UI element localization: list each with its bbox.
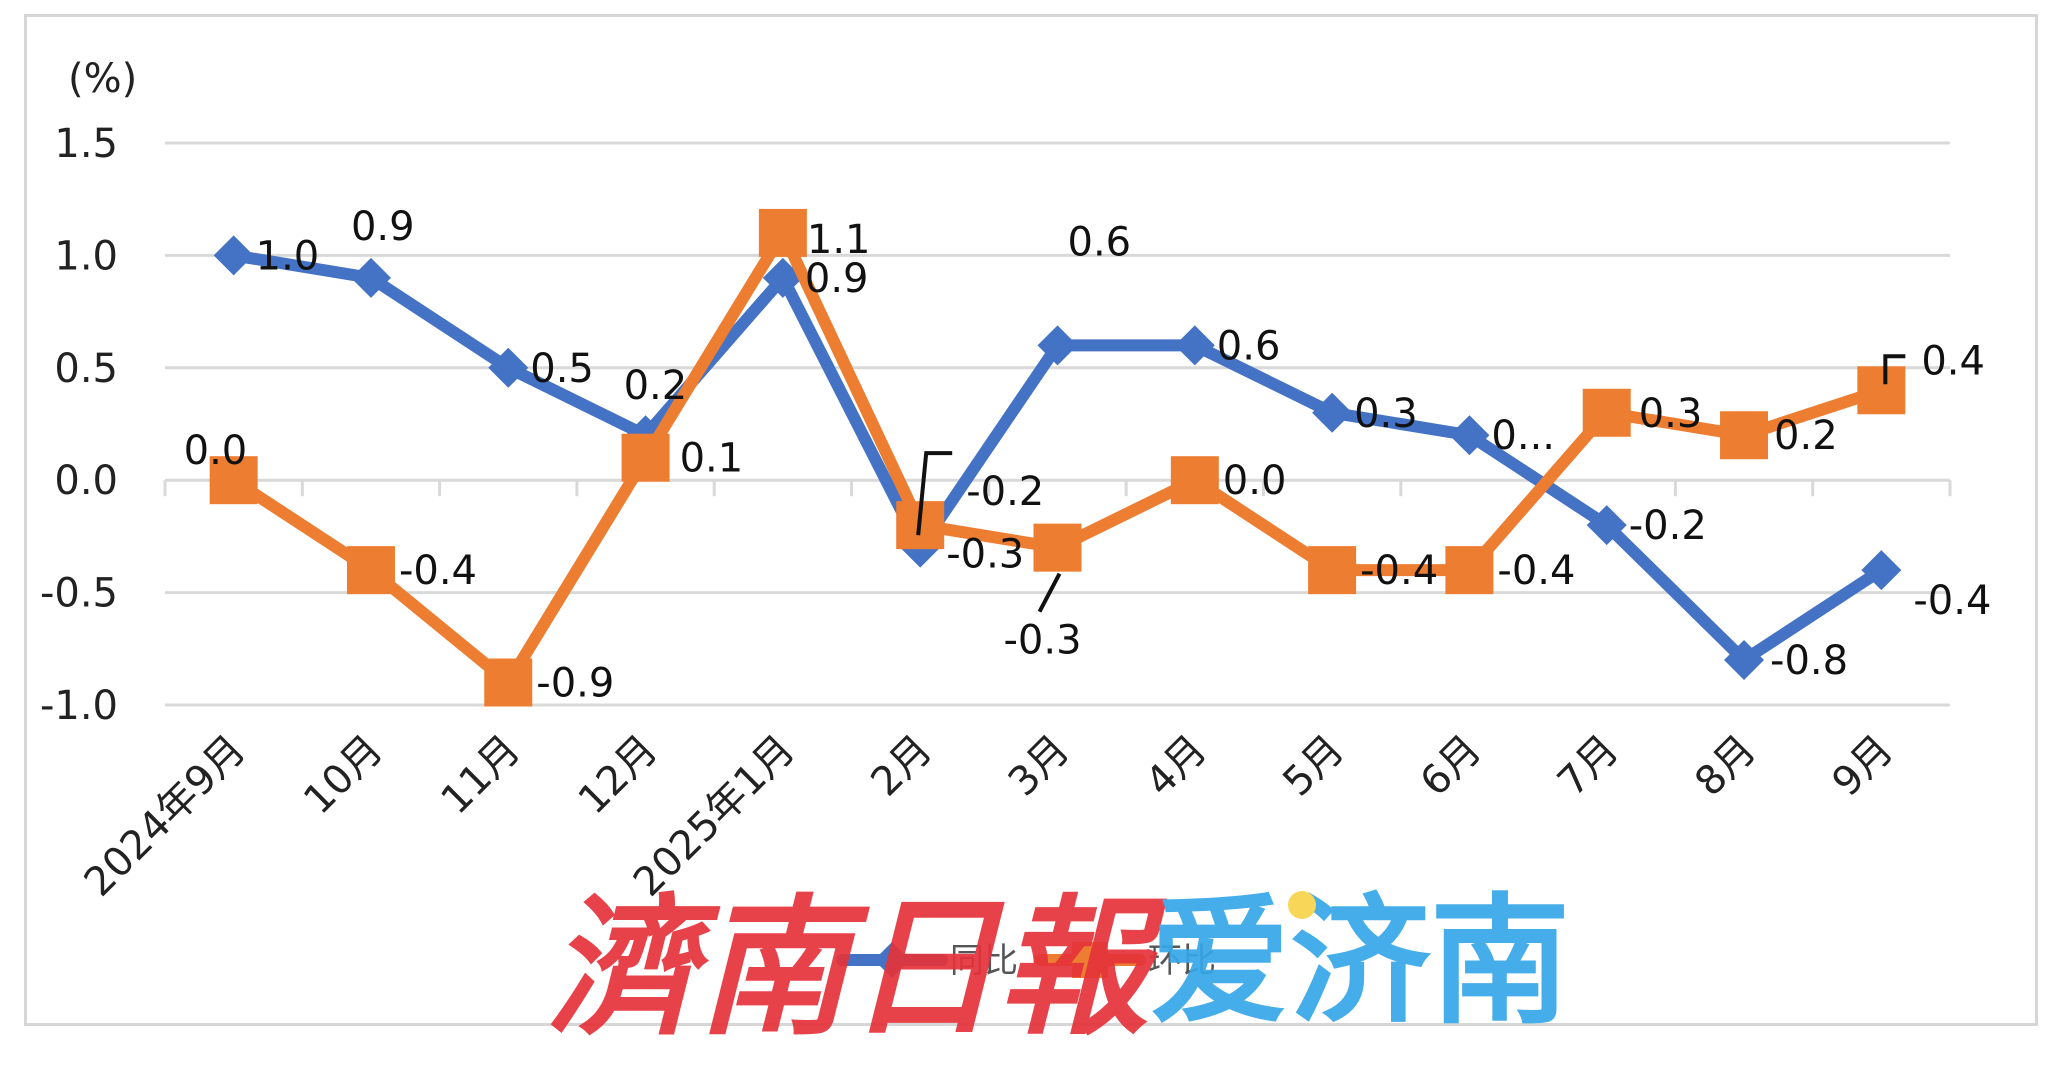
chart-frame: [24, 14, 2038, 1026]
y-tick-label: -0.5: [40, 571, 118, 617]
legend: 同比 环比: [836, 941, 1216, 981]
data-label: 0.2: [1774, 413, 1838, 459]
leader-line: [1883, 354, 1906, 385]
data-label: 0.0: [1223, 458, 1287, 504]
data-label: 0.0: [184, 428, 248, 474]
watermark-logo: 濟南日報 爱济南: [548, 880, 1570, 1056]
data-label: 0.9: [805, 256, 869, 302]
marker-diamond: [488, 347, 529, 388]
x-tick-label: 11月: [433, 727, 530, 824]
y-tick-label: 0.0: [54, 458, 118, 504]
marker-square: [1445, 546, 1494, 595]
data-label: 0.6: [1068, 219, 1132, 265]
marker-diamond: [1724, 640, 1765, 681]
series-lines: [209, 208, 1906, 707]
leader-lines: [916, 354, 1906, 613]
data-label: 0.3: [1354, 391, 1418, 437]
watermark-heart-dot: [1288, 891, 1316, 919]
x-tick-label: 9月: [1824, 727, 1903, 806]
marker-square: [1582, 388, 1631, 437]
data-label: -0.4: [1913, 578, 1991, 624]
marker-diamond: [1174, 325, 1215, 366]
marker-square: [1170, 456, 1219, 505]
data-label: -0.4: [1497, 548, 1575, 594]
watermark-ai-jinan: 爱济南: [1150, 881, 1570, 1044]
marker-square: [346, 546, 395, 595]
marker-diamond: [1037, 325, 1078, 366]
leader-line: [1037, 572, 1062, 613]
x-tick-label: 6月: [1412, 727, 1491, 806]
x-tick-label: 2月: [862, 727, 941, 806]
y-axis-label: (%): [68, 56, 137, 102]
marker-square: [1720, 411, 1769, 460]
x-tick-label: 3月: [1000, 727, 1079, 806]
marker-square: [621, 433, 670, 482]
marker-diamond: [213, 235, 254, 276]
legend-label-0: 同比: [950, 941, 1018, 981]
x-tick-label: 4月: [1137, 727, 1216, 806]
series-line-0: [227, 249, 1888, 667]
data-label: -0.4: [399, 548, 477, 594]
leader-line: [916, 451, 953, 536]
data-label: 0.3: [1639, 391, 1703, 437]
data-label: 0.1: [680, 436, 744, 482]
data-label: 0...: [1491, 413, 1555, 459]
legend-label-1: 环比: [1148, 941, 1216, 981]
data-label: 0.9: [351, 204, 415, 250]
x-tick-label: 8月: [1686, 727, 1765, 806]
marker-square: [209, 456, 258, 505]
watermark-jinan-daily: 濟南日報: [548, 880, 1168, 1056]
data-label: -0.8: [1770, 638, 1848, 684]
x-tick-label: 10月: [295, 727, 392, 824]
marker-diamond: [1586, 505, 1627, 546]
data-label: 0.6: [1217, 323, 1281, 369]
y-tick-labels: 1.5 1.0 0.5 0.0 -0.5 -1.0: [40, 121, 118, 729]
data-label: -0.4: [1360, 548, 1438, 594]
legend-marker-diamond: [874, 942, 910, 978]
marker-square: [1857, 366, 1906, 415]
x-tick-label: 5月: [1274, 727, 1353, 806]
axes: [163, 478, 1952, 497]
y-tick-label: -1.0: [40, 683, 118, 729]
data-label: 0.2: [624, 363, 688, 409]
data-label: 1.1: [807, 217, 871, 263]
y-tick-label: 1.0: [54, 233, 118, 279]
x-tick-label: 12月: [570, 727, 667, 824]
data-label: 1.0: [256, 233, 320, 279]
marker-square: [484, 658, 533, 707]
data-labels: 1.0 0.9 0.5 0.2 0.9 -0.3 0.6 0.6 0.3 0... -0.2 -0.8…: [184, 204, 1992, 707]
data-label: -0.2: [1629, 503, 1707, 549]
legend-marker-square: [1072, 942, 1108, 978]
data-label: -0.3: [1004, 618, 1082, 664]
x-tick-label: 7月: [1549, 727, 1628, 806]
marker-square: [758, 208, 807, 257]
data-label: -0.3: [946, 532, 1024, 578]
y-tick-label: 0.5: [54, 346, 118, 392]
marker-diamond: [1312, 392, 1353, 433]
x-tick-label: 2024年9月: [76, 727, 255, 906]
marker-square: [1033, 523, 1082, 572]
marker-diamond: [1861, 550, 1902, 591]
y-tick-label: 1.5: [54, 121, 118, 167]
marker-square: [1308, 546, 1357, 595]
data-label: 0.4: [1921, 338, 1985, 384]
data-label: -0.9: [536, 661, 614, 707]
marker-diamond: [350, 257, 391, 298]
data-label: -0.2: [966, 469, 1044, 515]
marker-diamond: [1449, 415, 1490, 456]
gridlines: [165, 141, 1950, 707]
series-line-1: [227, 226, 1888, 689]
data-label: 0.5: [530, 346, 594, 392]
